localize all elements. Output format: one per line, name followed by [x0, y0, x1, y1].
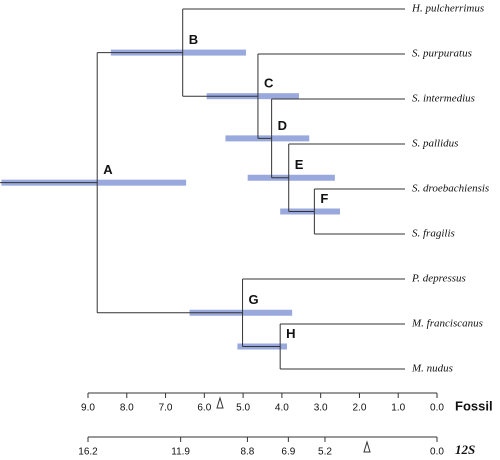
calibration-marker: [216, 396, 224, 409]
tick-label: 5.0: [236, 403, 250, 414]
node-label: F: [320, 191, 328, 206]
tick-label: 3.0: [314, 403, 328, 414]
tick-label: 6.9: [281, 447, 295, 458]
taxon-label: H. pulcherrimus: [411, 3, 484, 15]
taxon-label: S. intermedius: [412, 93, 475, 105]
tick-label: 1.0: [391, 403, 405, 414]
node-label: B: [189, 32, 198, 47]
age-interval: [247, 174, 335, 181]
node-label: A: [103, 162, 113, 177]
taxon-label: M. nudus: [411, 363, 453, 375]
node-label: H: [286, 326, 295, 341]
calibration-marker: [363, 440, 371, 453]
taxon-label: M. franciscanus: [411, 318, 483, 330]
tick-label: 7.0: [159, 403, 173, 414]
node-label: G: [249, 292, 259, 307]
tick-label: 11.9: [171, 447, 190, 458]
taxon-label: P. depressus: [411, 273, 466, 285]
tick-label: 5.2: [318, 447, 332, 458]
tick-label: 0.0: [430, 447, 444, 458]
tick-label: 0.0: [430, 403, 444, 414]
tick-label: 9.0: [81, 403, 95, 414]
tick-label: 2.0: [352, 403, 366, 414]
node-label: C: [264, 76, 274, 91]
taxon-label: S. fragilis: [412, 228, 455, 240]
tick-label: 8.8: [240, 447, 254, 458]
taxon-label: S. pallidus: [412, 138, 458, 150]
node-label: E: [295, 157, 304, 172]
node-label: D: [278, 118, 287, 133]
tick-label: 6.0: [197, 403, 211, 414]
tick-label: 8.0: [120, 403, 134, 414]
axis-title: 12S: [455, 442, 475, 457]
tick-label: 4.0: [275, 403, 289, 414]
taxon-label: S. droebachiensis: [412, 183, 489, 195]
taxon-label: S. purpuratus: [412, 48, 472, 60]
tick-label: 16.2: [78, 447, 98, 458]
axis-title: Fossil: [455, 398, 493, 413]
